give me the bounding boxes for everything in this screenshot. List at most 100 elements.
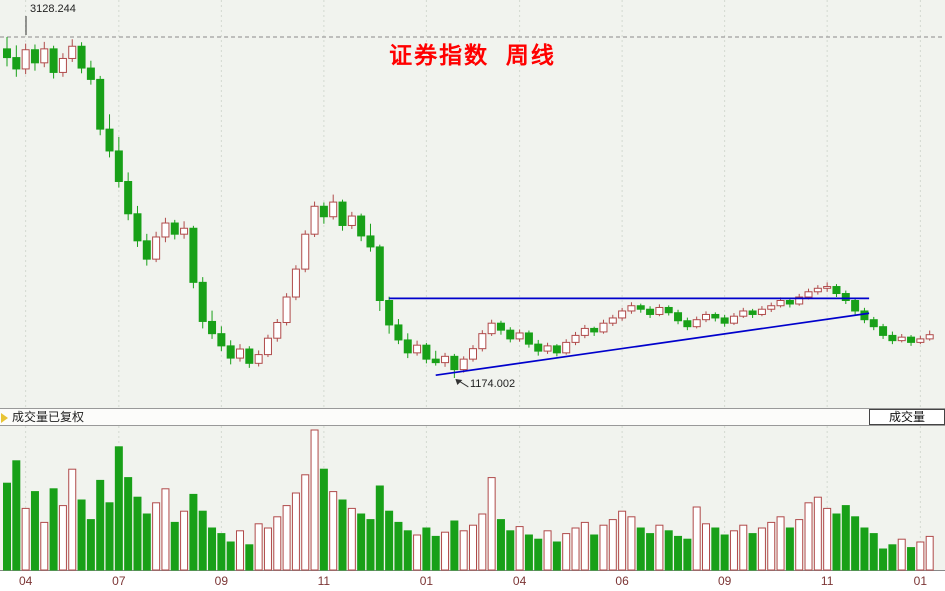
candle bbox=[655, 306, 664, 315]
candle bbox=[310, 205, 319, 235]
volume-bar bbox=[692, 506, 701, 571]
candle bbox=[869, 319, 878, 328]
candle bbox=[254, 354, 263, 364]
candle bbox=[795, 296, 804, 305]
volume-bar bbox=[329, 491, 338, 571]
volume-bar bbox=[422, 527, 431, 571]
volume-bar bbox=[152, 502, 161, 571]
low-price-annotation: 1174.002 bbox=[470, 378, 516, 390]
volume-bar bbox=[767, 521, 776, 571]
candle bbox=[431, 358, 440, 364]
volume-bar bbox=[496, 519, 505, 571]
pane-splitter-triangle-icon[interactable] bbox=[1, 413, 8, 423]
volume-bar bbox=[748, 533, 757, 571]
volume-bar bbox=[841, 505, 850, 571]
candle bbox=[450, 355, 459, 371]
volume-bar bbox=[366, 519, 375, 571]
volume-header-band bbox=[0, 408, 945, 426]
candle bbox=[739, 310, 748, 317]
volume-bar bbox=[180, 510, 189, 571]
candle bbox=[403, 339, 412, 354]
volume-bar bbox=[711, 527, 720, 571]
candle bbox=[534, 343, 543, 352]
volume-bar bbox=[375, 485, 384, 571]
volume-bar bbox=[888, 544, 897, 571]
candle bbox=[729, 315, 738, 324]
candle bbox=[487, 322, 496, 335]
volume-bar bbox=[96, 479, 105, 571]
candle bbox=[96, 78, 105, 130]
volume-bar bbox=[319, 468, 328, 571]
volume-bar bbox=[198, 510, 207, 571]
candle bbox=[757, 308, 766, 315]
candle bbox=[413, 344, 422, 354]
candle bbox=[813, 287, 822, 293]
candle bbox=[851, 300, 860, 312]
low-annotation-arrowhead bbox=[455, 378, 463, 385]
volume-bar bbox=[674, 535, 683, 571]
volume-bar bbox=[552, 541, 561, 571]
volume-bar bbox=[124, 477, 133, 571]
x-axis-label: 01 bbox=[419, 574, 434, 588]
volume-bar bbox=[394, 521, 403, 571]
x-axis-label: 09 bbox=[214, 574, 229, 588]
candle bbox=[86, 67, 95, 80]
price-pane bbox=[0, 0, 945, 408]
volume-bar bbox=[487, 477, 496, 571]
candle bbox=[347, 215, 356, 226]
volume-bar bbox=[114, 446, 123, 571]
volume-bar bbox=[879, 548, 888, 571]
candle bbox=[804, 291, 813, 298]
volume-bar bbox=[869, 533, 878, 571]
candle bbox=[897, 336, 906, 342]
candle bbox=[692, 319, 701, 328]
volume-bar bbox=[431, 535, 440, 571]
candle bbox=[245, 348, 254, 364]
candle bbox=[142, 240, 151, 260]
volume-bar bbox=[226, 541, 235, 571]
volume-bar bbox=[86, 519, 95, 571]
volume-bar bbox=[450, 520, 459, 571]
volume-bar bbox=[310, 429, 319, 571]
volume-bar bbox=[142, 513, 151, 571]
candle bbox=[506, 329, 515, 340]
volume-bar bbox=[12, 460, 21, 571]
candle bbox=[12, 57, 21, 70]
x-axis-label: 07 bbox=[112, 574, 126, 588]
volume-bar bbox=[655, 524, 664, 571]
volume-bar bbox=[580, 521, 589, 571]
x-axis-label: 11 bbox=[820, 574, 834, 588]
candle bbox=[636, 305, 645, 310]
candle bbox=[114, 150, 123, 182]
volume-indicator-tab[interactable]: 成交量 bbox=[869, 409, 945, 425]
candle bbox=[394, 324, 403, 341]
volume-bar bbox=[189, 493, 198, 571]
volume-bar bbox=[897, 538, 906, 571]
candle bbox=[674, 312, 683, 322]
candle bbox=[571, 334, 580, 343]
volume-bar bbox=[245, 544, 254, 571]
candle bbox=[319, 205, 328, 218]
candle bbox=[618, 310, 627, 319]
volume-bar bbox=[273, 516, 282, 571]
volume-bar bbox=[618, 510, 627, 571]
candle bbox=[133, 213, 142, 242]
candle bbox=[375, 246, 384, 302]
trendline bbox=[435, 312, 870, 377]
volume-bar bbox=[702, 523, 710, 571]
candle bbox=[152, 236, 161, 260]
candle bbox=[198, 281, 207, 322]
volume-bar bbox=[571, 527, 580, 571]
volume-bar bbox=[441, 531, 450, 571]
candle bbox=[608, 317, 617, 324]
volume-bar bbox=[21, 507, 30, 571]
volume-bar bbox=[469, 524, 477, 571]
volume-bar bbox=[357, 513, 366, 571]
candle bbox=[664, 306, 673, 314]
x-axis-label: 04 bbox=[18, 574, 33, 588]
volume-bar bbox=[608, 519, 617, 571]
candle bbox=[161, 222, 170, 238]
candle bbox=[422, 344, 431, 360]
volume-bar bbox=[515, 526, 524, 571]
